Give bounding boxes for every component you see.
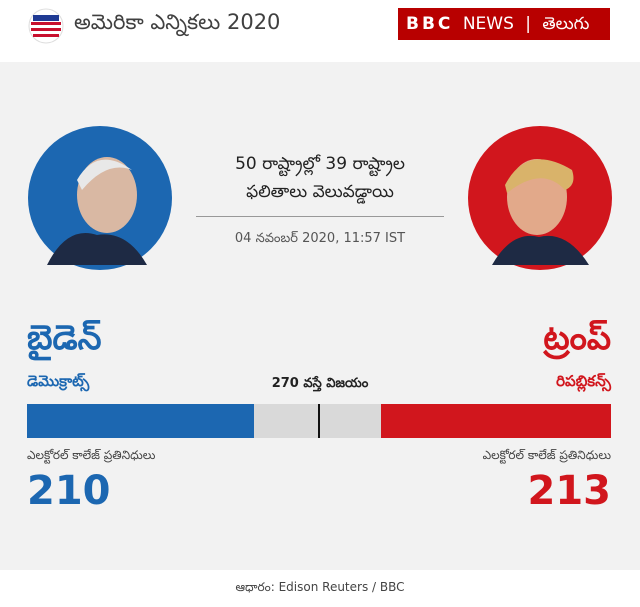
votes: 210 (27, 468, 111, 514)
flag-icon (28, 8, 64, 44)
logo-news: NEWS (462, 14, 514, 34)
bbc-logo: BBC NEWS | తెలుగు (398, 8, 610, 40)
divider (196, 216, 444, 217)
candidate-name: బైడెన్ (27, 318, 102, 358)
votes-label: ఎలక్టోరల్ కాలేజ్ ప్రతినిధులు (27, 448, 156, 462)
vote-segment (27, 404, 255, 438)
candidate-party: రిపబ్లికన్స్ (556, 372, 611, 390)
status-line: 50 రాష్ట్రాల్లో 39 రాష్ట్రాల (235, 154, 405, 174)
trump-photo (468, 126, 612, 270)
header: అమెరికా ఎన్నికలు 2020 BBC NEWS | తెలుగు (0, 0, 640, 50)
candidate-party: డెమొక్రాట్స్ (27, 372, 90, 390)
threshold-line (318, 404, 320, 438)
votes-label: ఎలక్టోరల్ కాలేజ్ ప్రతినిధులు (482, 448, 611, 462)
logo-brand: BBC (406, 14, 454, 34)
vote-bar (27, 404, 611, 438)
biden-photo (28, 126, 172, 270)
source: ఆధారం: Edison Reuters / BBC (235, 580, 405, 594)
vote-segment (380, 404, 611, 438)
logo-lang: తెలుగు (542, 14, 590, 34)
threshold-label: 270 వస్తే విజయం (271, 376, 369, 391)
logo-divider: | (525, 14, 532, 34)
status: 50 రాష్ట్రాల్లో 39 రాష్ట్రాల ఫలితాలు వెల… (196, 150, 444, 206)
timestamp: 04 నవంబర్ 2020, 11:57 IST (234, 231, 406, 246)
candidate-name: ట్రంప్ (543, 318, 611, 358)
status-line: ఫలితాలు వెలువడ్డాయి (246, 182, 394, 202)
votes: 213 (527, 468, 612, 514)
header-title: అమెరికా ఎన్నికలు 2020 (74, 10, 281, 34)
